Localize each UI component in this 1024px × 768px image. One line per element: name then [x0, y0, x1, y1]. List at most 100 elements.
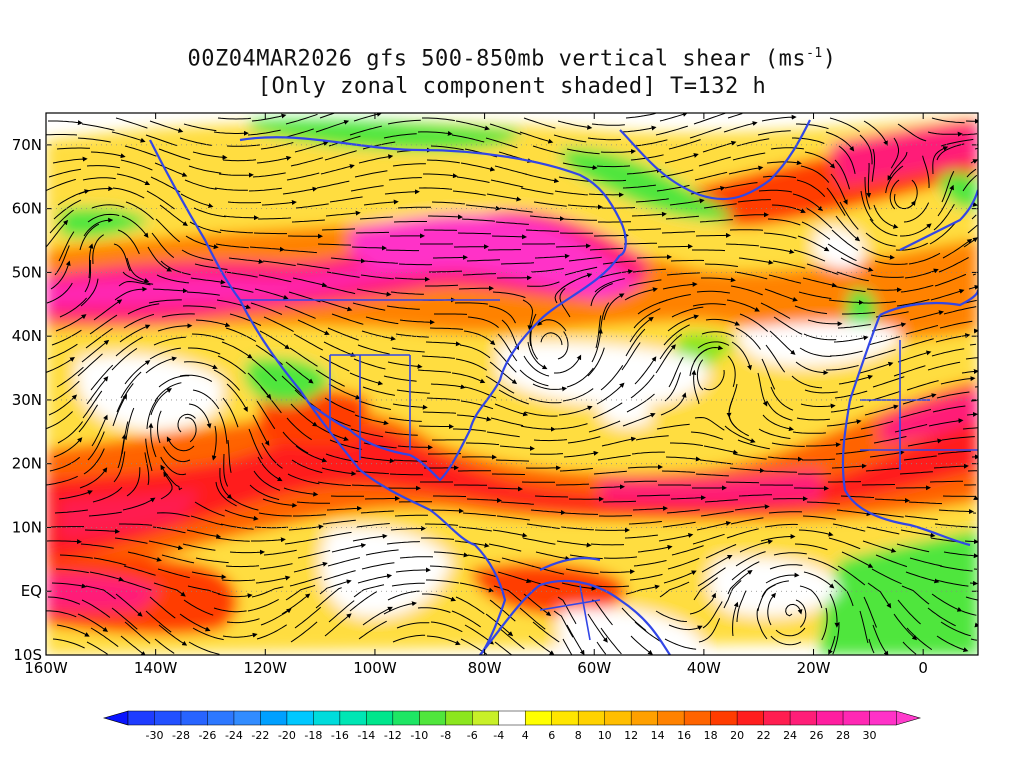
streamline [767, 218, 801, 226]
streamline [92, 486, 123, 503]
streamline [791, 375, 823, 389]
streamline [875, 311, 909, 318]
title-superscript: -1 [806, 46, 823, 61]
streamline [462, 273, 497, 276]
streamline [864, 404, 899, 416]
streamline [180, 193, 214, 208]
streamline [704, 263, 738, 267]
streamline [603, 500, 637, 503]
streamline [352, 302, 386, 311]
streamline [399, 319, 435, 325]
streamline [563, 218, 597, 221]
colorbar-label: 6 [548, 729, 555, 742]
streamline [323, 341, 356, 357]
streamline [351, 484, 385, 487]
streamline [282, 431, 309, 454]
streamline [364, 496, 400, 501]
streamline [330, 257, 366, 264]
streamline [425, 341, 461, 347]
streamline [226, 618, 260, 624]
streamline [871, 568, 902, 585]
streamline [226, 144, 260, 147]
streamline [807, 319, 843, 327]
streamline [117, 433, 127, 469]
streamline [927, 131, 963, 137]
streamline [637, 544, 673, 553]
streamline [821, 607, 828, 641]
streamline [554, 423, 588, 430]
streamline [795, 599, 807, 628]
streamline [667, 314, 700, 332]
chart-title-line-1: 00Z04MAR2026 gfs 500-850mb vertical shea… [0, 46, 1024, 71]
streamline [873, 436, 907, 444]
streamline [122, 271, 154, 285]
streamline [397, 206, 431, 209]
lat-tick-label: 70N [12, 136, 42, 154]
streamline [833, 335, 869, 343]
streamline [520, 425, 556, 432]
streamline [290, 403, 318, 427]
streamline [733, 212, 769, 218]
streamline [909, 310, 944, 321]
streamline [365, 549, 399, 556]
streamline [77, 353, 103, 377]
streamline [897, 350, 932, 363]
streamline [766, 400, 793, 421]
streamline [287, 473, 320, 485]
streamline [51, 582, 87, 589]
streamline [188, 165, 222, 174]
streamline [760, 534, 796, 542]
colorbar-swatch [842, 710, 871, 726]
streamline [758, 428, 791, 439]
streamline [772, 260, 806, 269]
streamline [328, 600, 355, 623]
streamline [217, 117, 251, 120]
streamline [597, 454, 631, 461]
streamline [554, 190, 588, 196]
streamline [293, 333, 324, 351]
streamline [537, 319, 567, 332]
streamline [938, 509, 974, 514]
streamline [451, 610, 481, 628]
streamline [670, 442, 703, 447]
streamline [357, 573, 393, 584]
streamline [630, 374, 655, 399]
streamline [224, 509, 259, 521]
streamline [696, 290, 730, 294]
colorbar-swatch [604, 710, 632, 726]
streamline [689, 127, 722, 139]
streamline [723, 580, 742, 609]
streamline [939, 565, 973, 572]
streamline [46, 411, 73, 430]
streamline [931, 348, 965, 357]
streamline [496, 515, 530, 521]
streamline [297, 319, 330, 335]
streamline [392, 163, 426, 167]
streamline [896, 543, 930, 553]
streamline [667, 557, 700, 570]
streamline [637, 299, 668, 315]
streamline [115, 336, 144, 357]
streamline [875, 554, 908, 568]
streamline [661, 470, 696, 473]
streamline [664, 638, 697, 650]
streamline [563, 450, 599, 458]
streamline [285, 584, 316, 601]
streamline [251, 537, 286, 543]
streamline [598, 269, 634, 279]
streamline [499, 445, 535, 451]
colorbar-swatch [789, 710, 818, 726]
streamline [327, 327, 359, 341]
streamline [224, 271, 258, 278]
streamline [797, 235, 830, 252]
streamline [935, 579, 969, 587]
streamline [627, 464, 663, 470]
streamline [49, 209, 74, 234]
streamline [737, 199, 771, 203]
streamline [59, 554, 93, 559]
streamline [54, 245, 70, 276]
streamline [218, 172, 254, 178]
streamline [936, 391, 970, 399]
streamline [394, 276, 430, 282]
streamline [662, 521, 696, 528]
